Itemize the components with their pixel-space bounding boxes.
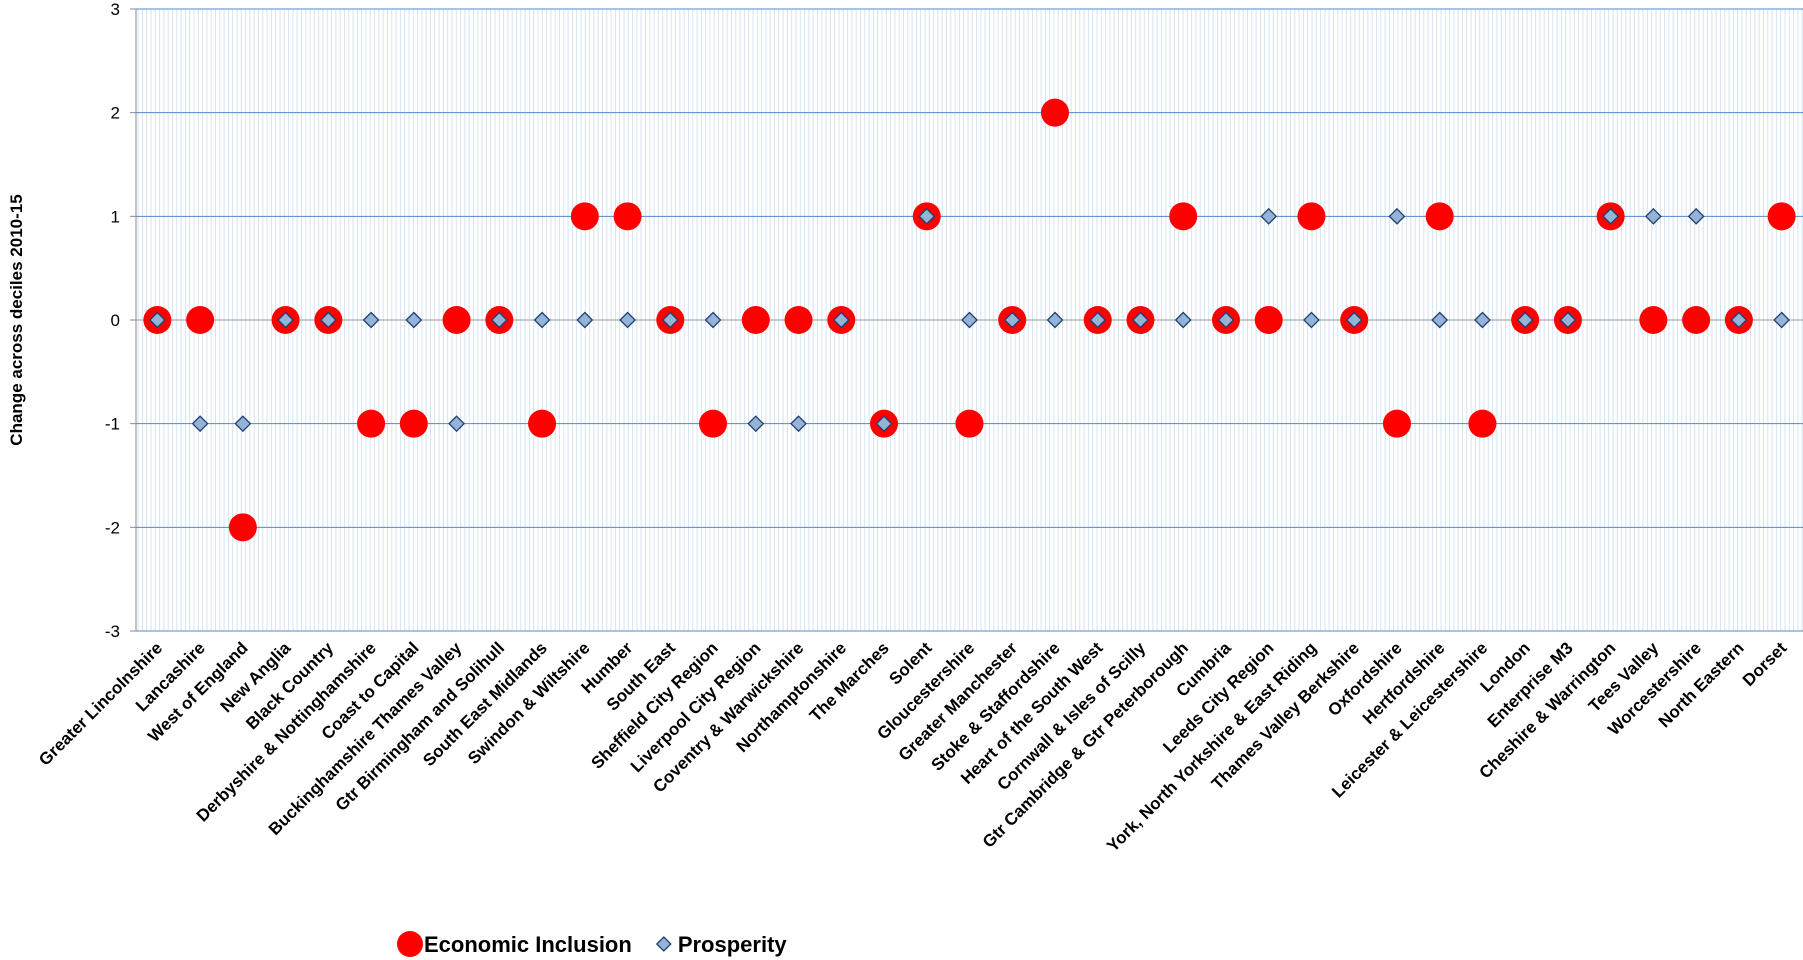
point <box>784 306 813 334</box>
point <box>1169 202 1198 231</box>
point <box>832 311 850 329</box>
point <box>961 311 978 329</box>
point <box>148 311 166 329</box>
point <box>1516 311 1534 329</box>
y-tick-label: -2 <box>105 518 120 537</box>
point <box>1297 202 1326 231</box>
y-axis-title: Change across deciles 2010-15 <box>7 194 26 445</box>
point <box>619 311 636 329</box>
legend-marker <box>655 936 672 952</box>
legend-label: Prosperity <box>678 932 788 957</box>
y-tick-label: 2 <box>111 104 120 123</box>
point <box>490 311 508 329</box>
point <box>1682 306 1711 334</box>
x-tick-label: Dorset <box>1739 638 1791 690</box>
point <box>405 311 423 329</box>
point <box>1303 311 1320 329</box>
point <box>955 409 984 438</box>
point <box>613 202 642 231</box>
legend-label: Economic Inclusion <box>424 932 632 957</box>
point <box>1089 311 1107 329</box>
point <box>1174 311 1192 329</box>
point <box>1382 409 1411 438</box>
point <box>1046 311 1064 329</box>
point <box>1003 311 1021 329</box>
point <box>533 311 551 329</box>
point <box>1639 306 1668 334</box>
point <box>191 415 209 433</box>
point <box>1602 207 1620 225</box>
point <box>234 415 252 433</box>
y-tick-label: 0 <box>111 311 120 330</box>
point <box>918 207 936 225</box>
point <box>448 415 465 433</box>
point <box>1040 98 1069 127</box>
point <box>399 409 428 438</box>
point <box>570 202 599 231</box>
point <box>699 409 728 438</box>
point <box>228 513 257 542</box>
point <box>186 306 215 334</box>
point <box>1468 409 1497 438</box>
y-tick-label: 3 <box>111 0 120 19</box>
point <box>1217 311 1235 329</box>
point <box>1773 311 1791 329</box>
point <box>1431 311 1449 329</box>
point <box>1345 311 1363 329</box>
point <box>1425 202 1454 231</box>
point <box>1388 207 1406 225</box>
point <box>576 311 594 329</box>
y-tick-label: -3 <box>105 622 120 641</box>
point <box>790 415 807 433</box>
point <box>741 306 770 334</box>
point <box>357 409 386 438</box>
point <box>1644 207 1662 225</box>
point <box>661 311 679 329</box>
point <box>362 311 380 329</box>
point <box>1730 311 1748 329</box>
y-tick-label: 1 <box>111 207 120 226</box>
point <box>319 311 337 329</box>
legend-marker <box>397 931 423 957</box>
point <box>277 311 295 329</box>
point <box>1559 311 1577 329</box>
y-tick-label: -1 <box>105 415 120 434</box>
point <box>1767 202 1796 231</box>
point <box>1254 306 1283 334</box>
point <box>875 415 893 433</box>
point <box>1687 207 1705 225</box>
point <box>747 415 765 433</box>
point <box>528 409 557 438</box>
point <box>704 311 722 329</box>
point <box>1474 311 1491 329</box>
point <box>1132 311 1149 329</box>
point <box>1260 207 1278 225</box>
point <box>442 306 471 334</box>
